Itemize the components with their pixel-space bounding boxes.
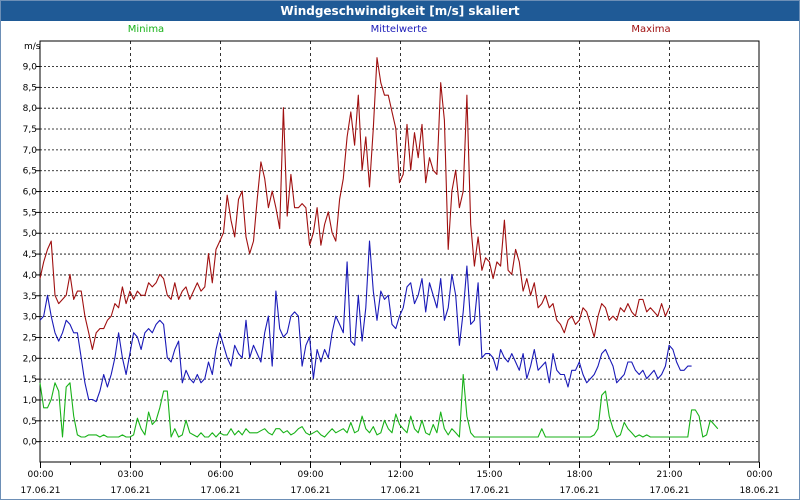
x-tick-time: 03:00 (118, 470, 144, 480)
y-tick-label: 9,0 (23, 63, 38, 73)
x-tick-time: 00:00 (28, 470, 54, 480)
x-axis: 00:00 17.06.21 03:00 17.06.21 06:00 17.06.21 0… (20, 462, 780, 496)
y-tick-label: 5,0 (23, 229, 38, 239)
legend-item-mittelwerte: Mittelwerte (371, 24, 428, 35)
y-tick-label: 7,5 (23, 125, 37, 135)
x-tick-date: 17.06.21 (110, 486, 150, 496)
legend: Minima Mittelwerte Maxima (128, 24, 671, 35)
y-tick-label: 4,0 (23, 271, 38, 281)
x-tick-time: 06:00 (208, 470, 234, 480)
x-tick-date: 17.06.21 (290, 486, 330, 496)
y-tick-label: 8,0 (23, 104, 38, 114)
grid (40, 41, 759, 462)
plot-area-border (39, 40, 760, 463)
y-tick-label: 4,5 (23, 250, 37, 260)
y-tick-label: 3,5 (23, 292, 37, 302)
x-tick-time: 18:00 (567, 470, 593, 480)
wind-speed-chart: m/s 9,0 8,5 8,0 7,5 7,0 6,5 6,0 5,5 5,0 4,5 4,0 3,5 3… (20, 24, 780, 496)
series-line-mittelwerte (39, 240, 692, 403)
x-tick-time: 00:00 (747, 470, 773, 480)
x-tick-date: 17.06.21 (649, 486, 689, 496)
y-tick-label: 8,5 (23, 83, 37, 93)
y-tick-label: 6,0 (23, 188, 38, 198)
legend-item-maxima: Maxima (631, 24, 670, 35)
x-tick-date: 18.06.21 (739, 486, 779, 496)
x-tick-date: 17.06.21 (469, 486, 509, 496)
x-tick-time: 21:00 (657, 470, 683, 480)
series-group (39, 57, 719, 438)
window-title: Windgeschwindigkeit [m/s] skaliert (1, 1, 799, 21)
y-axis-unit-label: m/s (24, 42, 41, 52)
plot-frame (39, 40, 760, 463)
y-tick-label: 2,0 (23, 354, 38, 364)
y-tick-label: 2,5 (23, 333, 37, 343)
y-tick-label: 6,5 (23, 167, 37, 177)
x-tick-date: 17.06.21 (380, 486, 420, 496)
y-tick-label: 0,0 (23, 438, 38, 448)
y-tick-label: 5,5 (23, 208, 37, 218)
y-tick-label: 1,5 (23, 375, 37, 385)
y-tick-label: 1,0 (23, 396, 38, 406)
x-tick-time: 15:00 (477, 470, 503, 480)
y-tick-label: 0,5 (23, 417, 37, 427)
series-line-maxima (39, 57, 670, 351)
y-axis: m/s 9,0 8,5 8,0 7,5 7,0 6,5 6,0 5,5 5,0 4,5 4,0 3,5 3… (23, 42, 41, 448)
x-tick-time: 09:00 (298, 470, 324, 480)
legend-item-minima: Minima (128, 24, 164, 35)
y-tick-label: 7,0 (23, 146, 38, 156)
series-line-minima (39, 373, 719, 438)
x-tick-date: 17.06.21 (559, 486, 599, 496)
x-tick-date: 17.06.21 (200, 486, 240, 496)
y-tick-label: 3,0 (23, 313, 38, 323)
x-tick-date: 17.06.21 (20, 486, 60, 496)
x-tick-time: 12:00 (388, 470, 414, 480)
